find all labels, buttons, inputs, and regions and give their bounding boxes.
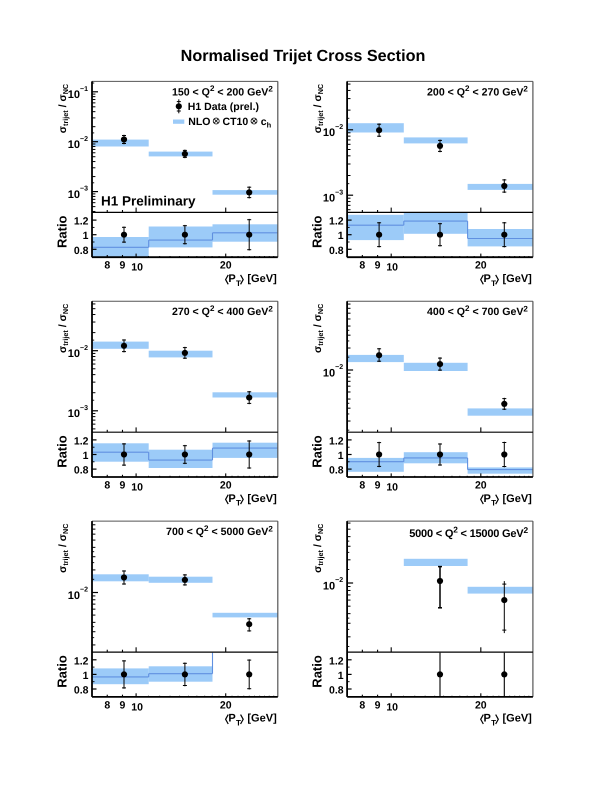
svg-text:[GeV]: [GeV] (247, 713, 277, 725)
svg-text:Normalised Trijet Cross Sectio: Normalised Trijet Cross Section (181, 47, 426, 65)
svg-text:1.2: 1.2 (74, 216, 89, 228)
svg-text:1.2: 1.2 (74, 655, 89, 667)
svg-text:0.8: 0.8 (329, 245, 344, 257)
svg-text:σtrijet / σNC: σtrijet / σNC (57, 524, 70, 573)
svg-text:Ratio: Ratio (310, 215, 325, 248)
svg-text:400 < Q2 < 700 GeV2: 400 < Q2 < 700 GeV2 (427, 304, 528, 318)
svg-text:8: 8 (359, 480, 365, 492)
svg-text:150 < Q2 < 200 GeV2: 150 < Q2 < 200 GeV2 (172, 84, 273, 98)
svg-text:T: T (236, 719, 241, 728)
svg-text:20: 20 (475, 260, 487, 272)
svg-text:1: 1 (83, 670, 89, 682)
svg-text:[GeV]: [GeV] (503, 493, 533, 505)
svg-text:10: 10 (131, 262, 143, 274)
svg-text:8: 8 (359, 260, 365, 272)
svg-text:0.8: 0.8 (329, 465, 344, 477)
svg-text:1.2: 1.2 (329, 435, 344, 447)
svg-text:9: 9 (375, 260, 381, 272)
svg-text:σtrijet / σNC: σtrijet / σNC (57, 84, 70, 133)
svg-text:[GeV]: [GeV] (247, 273, 277, 285)
svg-text:[GeV]: [GeV] (247, 493, 277, 505)
svg-text:σtrijet / σNC: σtrijet / σNC (312, 84, 325, 133)
svg-text:NLO: NLO (188, 116, 210, 128)
svg-text:CT10: CT10 (223, 116, 249, 128)
svg-text:T: T (491, 279, 496, 288)
svg-text:T: T (236, 279, 241, 288)
svg-text:9: 9 (375, 480, 381, 492)
svg-text:0.8: 0.8 (74, 685, 89, 697)
svg-text:H1 Data (prel.): H1 Data (prel.) (188, 101, 259, 113)
svg-text:T: T (236, 499, 241, 508)
svg-text:9: 9 (120, 480, 126, 492)
svg-text:[GeV]: [GeV] (503, 273, 533, 285)
svg-text:P: P (228, 273, 235, 285)
svg-text:20: 20 (475, 699, 487, 711)
svg-text:10: 10 (131, 481, 143, 493)
svg-text:0.8: 0.8 (74, 465, 89, 477)
svg-text:270 < Q2 < 400 GeV2: 270 < Q2 < 400 GeV2 (172, 304, 273, 318)
svg-text:P: P (228, 713, 235, 725)
svg-text:1: 1 (83, 450, 89, 462)
svg-text:8: 8 (104, 699, 110, 711)
svg-text:P: P (484, 493, 491, 505)
svg-text:20: 20 (220, 699, 232, 711)
svg-text:9: 9 (120, 260, 126, 272)
svg-text:9: 9 (375, 699, 381, 711)
svg-text:1: 1 (338, 670, 344, 682)
svg-text:Ratio: Ratio (54, 215, 69, 248)
svg-text:200 < Q2 < 270 GeV2: 200 < Q2 < 270 GeV2 (427, 84, 528, 98)
svg-text:Ratio: Ratio (54, 655, 69, 688)
svg-text:1.2: 1.2 (74, 435, 89, 447)
svg-text:σtrijet / σNC: σtrijet / σNC (57, 304, 70, 353)
svg-text:10: 10 (386, 262, 398, 274)
svg-text:1.2: 1.2 (329, 216, 344, 228)
svg-text:Ratio: Ratio (310, 655, 325, 688)
svg-text:10: 10 (386, 701, 398, 713)
svg-text:0.8: 0.8 (74, 245, 89, 257)
svg-text:Ratio: Ratio (310, 435, 325, 468)
svg-text:P: P (484, 713, 491, 725)
svg-text:ch: ch (261, 116, 272, 130)
svg-text:P: P (228, 493, 235, 505)
svg-text:1: 1 (83, 230, 89, 242)
svg-text:σtrijet / σNC: σtrijet / σNC (312, 524, 325, 573)
svg-text:8: 8 (104, 260, 110, 272)
svg-text:1: 1 (338, 230, 344, 242)
svg-text:H1 Preliminary: H1 Preliminary (101, 194, 196, 209)
svg-text:9: 9 (120, 699, 126, 711)
svg-text:8: 8 (359, 699, 365, 711)
svg-text:20: 20 (475, 480, 487, 492)
svg-text:P: P (484, 273, 491, 285)
svg-text:T: T (491, 499, 496, 508)
svg-text:700 < Q2 < 5000 GeV2: 700 < Q2 < 5000 GeV2 (166, 524, 273, 538)
svg-text:10: 10 (131, 701, 143, 713)
svg-text:20: 20 (220, 480, 232, 492)
svg-text:1.2: 1.2 (329, 655, 344, 667)
svg-text:[GeV]: [GeV] (503, 713, 533, 725)
svg-text:Ratio: Ratio (54, 435, 69, 468)
svg-text:10: 10 (386, 481, 398, 493)
svg-text:1: 1 (338, 450, 344, 462)
svg-text:5000 < Q2 < 15000 GeV2: 5000 < Q2 < 15000 GeV2 (409, 525, 528, 540)
svg-text:0.8: 0.8 (329, 685, 344, 697)
svg-text:σtrijet / σNC: σtrijet / σNC (312, 304, 325, 353)
svg-text:8: 8 (104, 480, 110, 492)
svg-text:20: 20 (220, 260, 232, 272)
svg-text:T: T (491, 719, 496, 728)
